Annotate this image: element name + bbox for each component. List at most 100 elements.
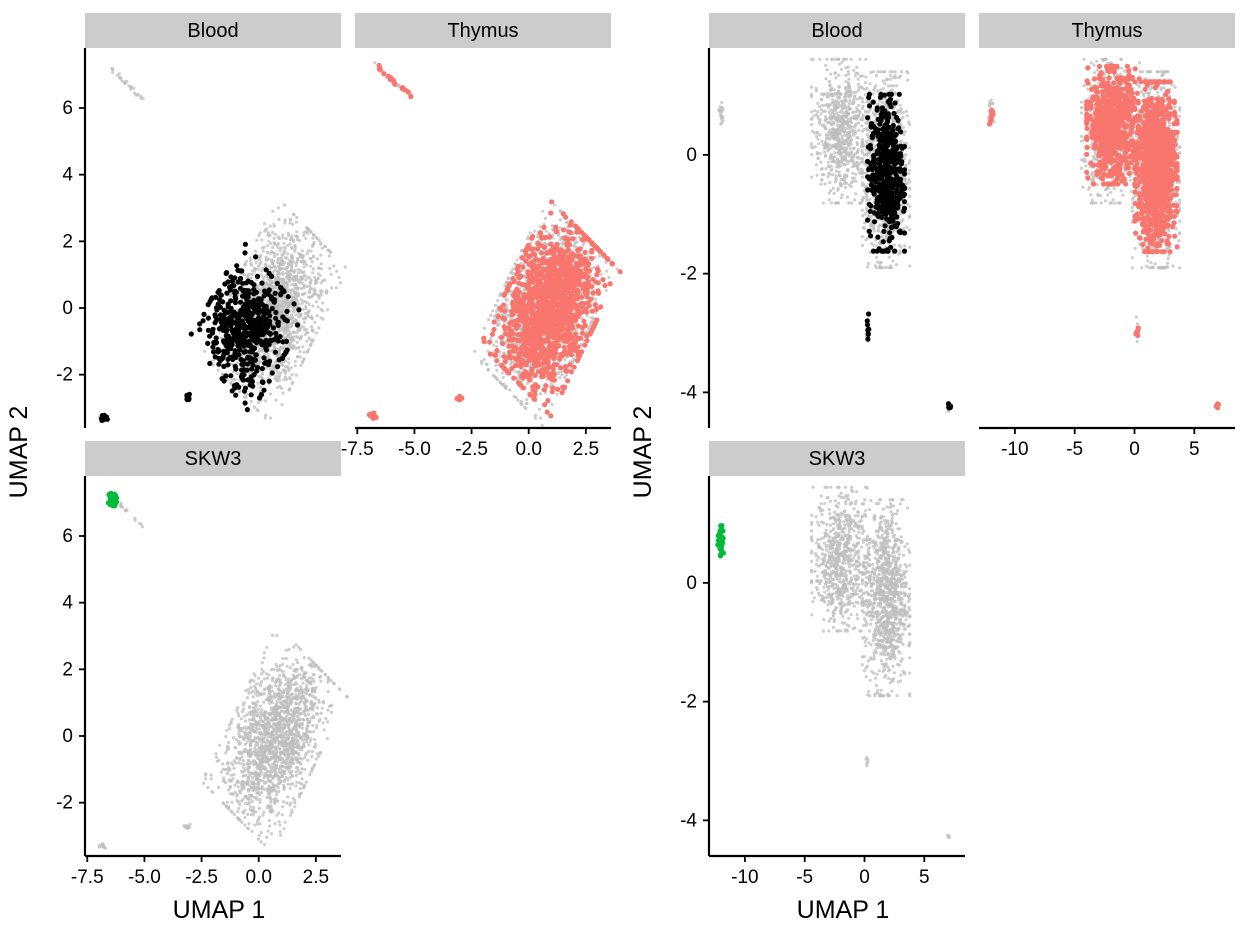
reference-point bbox=[261, 266, 265, 270]
reference-point bbox=[271, 209, 275, 213]
reference-point bbox=[516, 398, 520, 402]
reference-point bbox=[501, 375, 505, 380]
highlight-point bbox=[246, 324, 252, 330]
reference-point bbox=[249, 276, 253, 280]
highlight-point bbox=[284, 318, 290, 324]
highlight-point bbox=[244, 407, 250, 413]
reference-point bbox=[311, 236, 315, 240]
reference-point bbox=[489, 313, 493, 317]
highlight-point bbox=[516, 280, 522, 286]
reference-point bbox=[245, 259, 249, 263]
reference-point bbox=[301, 345, 305, 349]
highlight-point bbox=[223, 270, 229, 276]
highlight-point bbox=[242, 241, 248, 247]
reference-point bbox=[479, 359, 484, 363]
reference-point bbox=[293, 364, 297, 368]
y-tick-label: 0 bbox=[62, 298, 73, 319]
highlight-point bbox=[581, 300, 587, 307]
reference-point bbox=[286, 263, 290, 267]
reference-point bbox=[597, 254, 602, 258]
reference-point bbox=[533, 229, 537, 233]
highlight-point bbox=[594, 317, 600, 323]
reference-point bbox=[525, 398, 529, 402]
reference-point bbox=[343, 265, 347, 269]
highlight-point bbox=[253, 340, 260, 346]
highlight-point bbox=[275, 320, 281, 326]
reference-point bbox=[275, 244, 279, 248]
highlight-point bbox=[207, 298, 213, 304]
reference-point bbox=[291, 335, 295, 339]
reference-point bbox=[267, 264, 271, 268]
highlight-point bbox=[284, 308, 290, 314]
highlight-point bbox=[555, 386, 561, 392]
reference-point bbox=[293, 244, 297, 248]
highlight-point bbox=[279, 356, 285, 362]
highlight-point bbox=[278, 285, 284, 291]
reference-point bbox=[540, 423, 544, 427]
reference-point bbox=[301, 256, 305, 260]
reference-point bbox=[271, 245, 275, 250]
highlight-point bbox=[235, 338, 241, 344]
reference-point bbox=[564, 220, 569, 224]
reference-point bbox=[291, 274, 295, 278]
highlight-point bbox=[559, 389, 565, 396]
highlight-point bbox=[220, 327, 226, 333]
reference-point bbox=[572, 244, 576, 248]
reference-point bbox=[311, 328, 315, 332]
reference-point bbox=[523, 405, 527, 409]
highlight-point bbox=[216, 361, 222, 367]
reference-point bbox=[306, 249, 310, 253]
reference-point bbox=[302, 284, 306, 288]
reference-point bbox=[293, 282, 297, 286]
reference-point bbox=[256, 401, 260, 405]
highlight-point bbox=[549, 199, 555, 205]
reference-point bbox=[292, 270, 296, 274]
reference-point bbox=[258, 287, 262, 291]
reference-point bbox=[266, 244, 270, 248]
highlight-point bbox=[589, 308, 595, 314]
reference-point bbox=[287, 357, 291, 361]
reference-point bbox=[280, 309, 284, 313]
reference-point bbox=[310, 340, 314, 344]
highlight-point bbox=[272, 290, 278, 296]
reference-point bbox=[318, 274, 322, 278]
highlight-point bbox=[200, 318, 206, 324]
highlight-point bbox=[567, 222, 573, 228]
highlight-point bbox=[215, 289, 221, 295]
reference-point bbox=[509, 271, 513, 275]
highlight-point bbox=[548, 210, 554, 216]
reference-point bbox=[299, 287, 304, 291]
highlight-point bbox=[541, 387, 548, 393]
reference-point bbox=[235, 361, 239, 365]
highlight-point bbox=[250, 362, 256, 368]
reference-point bbox=[304, 278, 308, 282]
highlight-point bbox=[241, 343, 247, 349]
reference-point bbox=[486, 368, 490, 372]
reference-point bbox=[277, 217, 281, 222]
reference-point bbox=[289, 344, 293, 348]
reference-point bbox=[287, 361, 291, 365]
reference-points bbox=[97, 66, 347, 423]
highlight-point bbox=[516, 289, 522, 295]
reference-point bbox=[508, 388, 512, 392]
highlight-point bbox=[572, 253, 579, 259]
highlight-point bbox=[565, 248, 571, 254]
reference-point bbox=[296, 271, 300, 275]
highlight-point bbox=[548, 331, 554, 337]
reference-point bbox=[373, 61, 377, 65]
reference-point bbox=[278, 348, 282, 352]
highlight-point bbox=[549, 370, 556, 376]
reference-point bbox=[605, 269, 609, 273]
reference-point bbox=[314, 331, 319, 335]
reference-point bbox=[553, 203, 557, 207]
reference-point bbox=[265, 227, 269, 231]
highlight-point bbox=[101, 414, 107, 420]
reference-point bbox=[607, 275, 611, 279]
reference-point bbox=[339, 281, 343, 285]
reference-point bbox=[276, 235, 280, 239]
highlight-point bbox=[227, 309, 233, 315]
reference-point bbox=[311, 304, 315, 308]
reference-point bbox=[307, 336, 311, 340]
highlight-point bbox=[242, 250, 248, 256]
highlight-point bbox=[600, 277, 606, 283]
